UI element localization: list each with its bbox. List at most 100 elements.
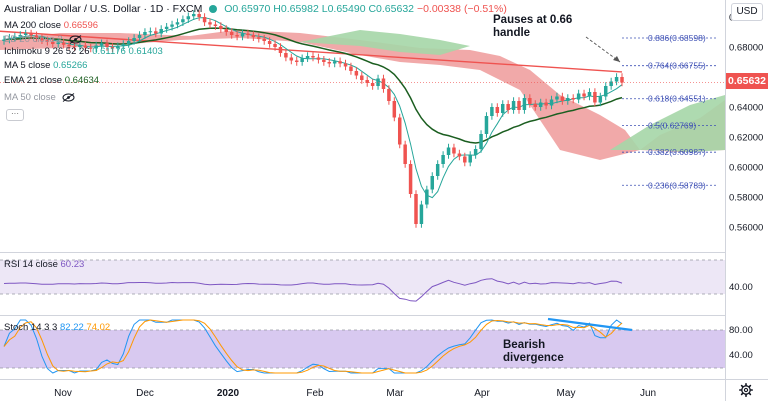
candle-body[interactable]	[164, 26, 169, 29]
candle-body[interactable]	[289, 57, 294, 61]
candle-body[interactable]	[392, 101, 397, 118]
candle-body[interactable]	[294, 60, 299, 63]
ma200-line[interactable]	[0, 30, 623, 73]
candle-body[interactable]	[414, 194, 418, 224]
candle-body[interactable]	[511, 101, 516, 110]
candle-body[interactable]	[316, 57, 321, 60]
candle-body[interactable]	[403, 144, 407, 165]
candle-body[interactable]	[94, 45, 98, 49]
candle-body[interactable]	[191, 14, 196, 17]
candle-body[interactable]	[419, 204, 424, 225]
candle-body[interactable]	[83, 45, 88, 48]
candle-body[interactable]	[338, 61, 342, 64]
candle-body[interactable]	[614, 77, 619, 82]
candle-body[interactable]	[349, 66, 353, 72]
candle-body[interactable]	[175, 22, 180, 25]
legend-rsi[interactable]: RSI 14 close 60.23	[4, 259, 84, 271]
candle-body[interactable]	[267, 41, 272, 44]
candle-body[interactable]	[224, 29, 229, 32]
stoch-k-line[interactable]	[3, 319, 623, 374]
candle-body[interactable]	[576, 93, 581, 100]
candle-body[interactable]	[45, 40, 50, 42]
candle-body[interactable]	[533, 104, 538, 107]
candle-body[interactable]	[29, 33, 33, 36]
candle-body[interactable]	[360, 75, 364, 81]
candle-body[interactable]	[78, 45, 82, 48]
candle-body[interactable]	[273, 44, 277, 47]
candle-body[interactable]	[381, 78, 386, 90]
legend-ema21[interactable]: EMA 21 close 0.64634	[4, 75, 99, 87]
candle-body[interactable]	[506, 104, 510, 110]
candle-body[interactable]	[257, 37, 261, 39]
candle-body[interactable]	[322, 59, 326, 62]
candle-body[interactable]	[566, 98, 570, 101]
candle-body[interactable]	[587, 92, 592, 97]
candle-body[interactable]	[620, 77, 624, 83]
candle-body[interactable]	[88, 47, 93, 49]
candle-body[interactable]	[397, 117, 402, 145]
candle-body[interactable]	[105, 43, 109, 47]
candle-body[interactable]	[473, 149, 478, 155]
candle-body[interactable]	[143, 32, 147, 35]
candle-body[interactable]	[40, 38, 44, 41]
candle-body[interactable]	[213, 24, 218, 27]
candle-body[interactable]	[468, 155, 472, 163]
eye-hidden-icon[interactable]	[69, 35, 82, 44]
candle-body[interactable]	[61, 42, 66, 45]
candle-body[interactable]	[425, 189, 429, 205]
candle-body[interactable]	[126, 41, 131, 44]
legend-bb[interactable]: BB 20 close 2	[4, 34, 82, 46]
candle-body[interactable]	[495, 107, 500, 113]
candle-body[interactable]	[549, 99, 554, 106]
candle-body[interactable]	[154, 31, 158, 34]
legend-stoch[interactable]: Stoch 14 3 3 82.22 74.02	[4, 322, 110, 334]
candle-body[interactable]	[246, 33, 250, 36]
candle-body[interactable]	[544, 102, 548, 106]
candle-body[interactable]	[23, 33, 28, 36]
currency-button[interactable]: USD	[731, 3, 763, 21]
candle-body[interactable]	[517, 101, 521, 110]
symbol-title[interactable]: Australian Dollar / U.S. Dollar · 1D · F…	[4, 3, 203, 15]
candle-body[interactable]	[34, 35, 39, 38]
candle-body[interactable]	[208, 22, 212, 25]
candle-body[interactable]	[387, 89, 391, 101]
collapse-legend-button[interactable]: ···	[6, 109, 24, 121]
candle-body[interactable]	[457, 153, 462, 157]
candle-body[interactable]	[311, 56, 315, 58]
candle-body[interactable]	[327, 62, 332, 64]
candle-body[interactable]	[408, 164, 413, 194]
candle-body[interactable]	[305, 56, 310, 59]
candle-body[interactable]	[262, 38, 266, 41]
candle-body[interactable]	[284, 53, 288, 58]
divergence-line[interactable]	[547, 317, 633, 332]
candle-body[interactable]	[603, 86, 608, 97]
candle-body[interactable]	[137, 35, 142, 38]
candle-body[interactable]	[132, 38, 136, 41]
candle-body[interactable]	[463, 156, 467, 163]
candle-body[interactable]	[370, 83, 375, 86]
candle-body[interactable]	[365, 80, 369, 83]
candle-body[interactable]	[452, 147, 456, 154]
legend-ma50[interactable]: MA 50 close	[4, 92, 75, 104]
candle-body[interactable]	[354, 71, 359, 76]
eye-hidden-icon[interactable]	[62, 93, 75, 102]
candle-body[interactable]	[598, 96, 603, 103]
candle-body[interactable]	[441, 155, 445, 164]
candle-body[interactable]	[528, 98, 532, 104]
candle-body[interactable]	[148, 31, 153, 33]
candle-body[interactable]	[202, 17, 207, 23]
candle-body[interactable]	[343, 63, 348, 67]
candle-body[interactable]	[116, 46, 120, 49]
candle-body[interactable]	[7, 37, 12, 40]
candle-body[interactable]	[170, 24, 174, 27]
candle-body[interactable]	[186, 16, 191, 20]
candle-body[interactable]	[560, 96, 565, 102]
settings-gear-icon[interactable]	[739, 383, 753, 397]
candle-body[interactable]	[181, 19, 185, 23]
candle-body[interactable]	[56, 42, 60, 45]
candle-body[interactable]	[484, 116, 489, 134]
candle-body[interactable]	[229, 32, 234, 35]
candle-body[interactable]	[2, 39, 6, 42]
candle-body[interactable]	[251, 35, 256, 38]
